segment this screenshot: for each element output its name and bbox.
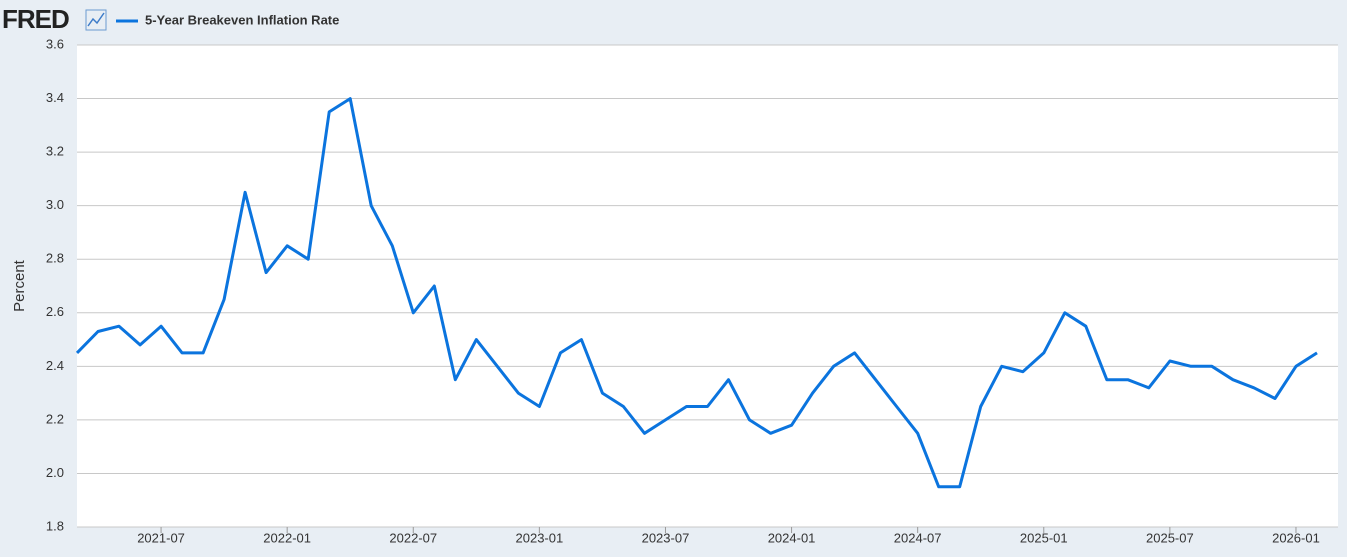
logo-icon-line: [87, 12, 105, 27]
logo-icon: [85, 9, 107, 31]
y-tick-label: 3.6: [46, 36, 64, 51]
y-axis-label: Percent: [11, 259, 28, 312]
y-tick-label: 3.4: [46, 90, 64, 105]
x-tick-label: 2023-01: [516, 530, 564, 545]
y-tick-label: 2.6: [46, 304, 64, 319]
x-tick-label: 2023-07: [642, 530, 690, 545]
x-tick-label: 2026-01: [1272, 530, 1320, 545]
y-tick-label: 2.4: [46, 358, 64, 373]
y-tick-label: 2.0: [46, 465, 64, 480]
x-tick-label: 2022-01: [263, 530, 311, 545]
x-tick-label: 2025-01: [1020, 530, 1068, 545]
y-tick-label: 3.2: [46, 144, 64, 159]
x-tick-label: 2022-07: [389, 530, 437, 545]
x-tick-label: 2024-07: [894, 530, 942, 545]
x-tick-label: 2024-01: [768, 530, 816, 545]
x-tick-label: 2021-07: [137, 530, 185, 545]
x-tick-label: 2025-07: [1146, 530, 1194, 545]
plot-area: [77, 45, 1338, 527]
y-tick-label: 3.0: [46, 197, 64, 212]
series-line: [75, 97, 1318, 489]
legend-label: 5-Year Breakeven Inflation Rate: [145, 12, 339, 27]
y-tick-label: 2.2: [46, 411, 64, 426]
y-tick-label: 1.8: [46, 518, 64, 533]
y-tick-label: 2.8: [46, 251, 64, 266]
logo: FRED: [2, 4, 69, 34]
